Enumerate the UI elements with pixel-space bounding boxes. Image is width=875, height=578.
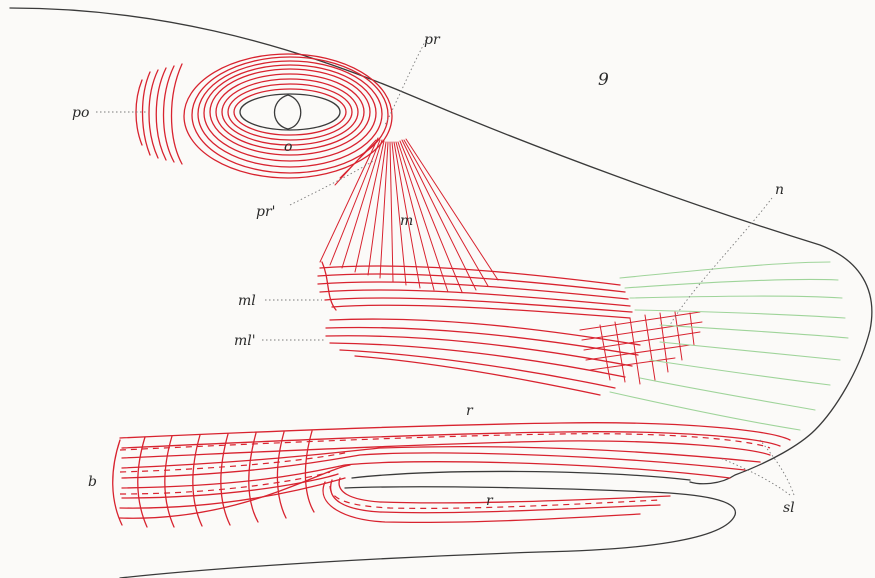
- label-ml: ml: [238, 293, 256, 309]
- label-ml-prime: ml': [234, 333, 256, 349]
- lower-lip-outline: [351, 470, 691, 481]
- b-r-jaw-muscle: [112, 422, 791, 528]
- jaw-outline: [119, 486, 736, 578]
- label-o: o: [284, 139, 292, 155]
- leader-lines: [96, 39, 795, 496]
- label-sl: sl: [783, 500, 795, 516]
- label-m: m: [400, 213, 413, 229]
- label-pr-prime: pr': [256, 204, 276, 220]
- ml-prime-lower-lip-muscle: [325, 318, 641, 396]
- label-po: po: [72, 105, 89, 121]
- label-r-upper: r: [466, 403, 474, 419]
- ml-upper-lip-muscle: [317, 261, 633, 319]
- head-outline-top: [9, 7, 873, 485]
- label-pr: pr: [424, 32, 441, 48]
- tendon-fibers: [609, 261, 849, 431]
- label-n: n: [775, 182, 784, 198]
- label-b: b: [88, 474, 97, 490]
- eye: [239, 93, 341, 131]
- orbicularis-oculi-muscle: [183, 53, 393, 179]
- po-muscle-fibers: [135, 63, 183, 165]
- n-muscle-patch: [579, 311, 703, 385]
- m-muscle-fan: [319, 137, 499, 293]
- eye-iris: [273, 94, 302, 130]
- figure-number: 9: [598, 70, 609, 90]
- label-r-lower: r: [486, 493, 494, 509]
